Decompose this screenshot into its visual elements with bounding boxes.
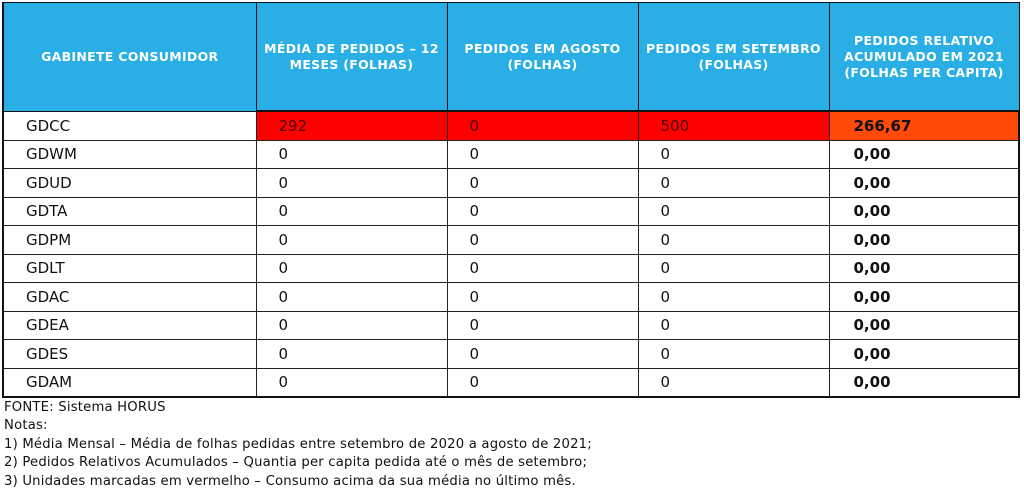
media-cell: 0 — [255, 282, 448, 312]
agosto-cell: 0 — [446, 168, 639, 198]
header-pedidos-agosto: PEDIDOS EM AGOSTO (FOLHAS) — [446, 2, 639, 112]
agosto-cell: 0 — [446, 339, 639, 369]
gabinete-cell: GDTA — [2, 196, 257, 226]
agosto-cell: 0 — [446, 253, 639, 283]
note-item-1: 1) Média Mensal – Média de folhas pedida… — [4, 436, 592, 452]
gabinete-cell: GDLT — [2, 253, 257, 283]
table-row: GDTA 0 0 0 0,00 — [2, 196, 1020, 226]
header-pedidos-setembro: PEDIDOS EM SETEMBRO (FOLHAS) — [637, 2, 830, 112]
gabinete-cell: GDES — [2, 339, 257, 369]
media-cell: 292 — [255, 110, 448, 141]
agosto-cell: 0 — [446, 139, 639, 169]
media-cell: 0 — [255, 310, 448, 340]
source-note: FONTE: Sistema HORUS — [4, 400, 166, 415]
gabinete-cell: GDEA — [2, 310, 257, 340]
table-row: GDUD 0 0 0 0,00 — [2, 168, 1020, 198]
table-row: GDEA 0 0 0 0,00 — [2, 310, 1020, 340]
notes-title: Notas: — [4, 418, 48, 434]
setembro-cell: 0 — [637, 282, 830, 312]
agosto-cell: 0 — [446, 110, 639, 141]
table-row: GDAC 0 0 0 0,00 — [2, 282, 1020, 312]
relativo-cell: 0,00 — [828, 168, 1020, 198]
table-header-row: GABINETE CONSUMIDOR MÉDIA DE PEDIDOS – 1… — [2, 2, 1020, 112]
gabinete-cell: GDAC — [2, 282, 257, 312]
setembro-cell: 500 — [637, 110, 830, 141]
setembro-cell: 0 — [637, 225, 830, 255]
media-cell: 0 — [255, 253, 448, 283]
header-gabinete-consumidor: GABINETE CONSUMIDOR — [2, 2, 257, 112]
gabinete-cell: GDUD — [2, 168, 257, 198]
relativo-cell: 0,00 — [828, 310, 1020, 340]
setembro-cell: 0 — [637, 168, 830, 198]
agosto-cell: 0 — [446, 225, 639, 255]
relativo-cell: 0,00 — [828, 225, 1020, 255]
relativo-cell: 0,00 — [828, 253, 1020, 283]
setembro-cell: 0 — [637, 339, 830, 369]
relativo-cell: 0,00 — [828, 282, 1020, 312]
notes-section: FONTE: Sistema HORUS Notas: 1) Média Men… — [4, 399, 592, 491]
table-row: GDWM 0 0 0 0,00 — [2, 139, 1020, 169]
gabinete-cell: GDAM — [2, 367, 257, 398]
note-item-3: 3) Unidades marcadas em vermelho – Consu… — [4, 473, 576, 489]
relativo-cell: 0,00 — [828, 139, 1020, 169]
table-row: GDLT 0 0 0 0,00 — [2, 253, 1020, 283]
setembro-cell: 0 — [637, 139, 830, 169]
relativo-cell: 266,67 — [828, 110, 1020, 141]
relativo-cell: 0,00 — [828, 339, 1020, 369]
relativo-cell: 0,00 — [828, 367, 1020, 398]
setembro-cell: 0 — [637, 367, 830, 398]
agosto-cell: 0 — [446, 367, 639, 398]
table-row: GDCC 292 0 500 266,67 — [2, 110, 1020, 141]
table-body: GDCC 292 0 500 266,67 GDWM 0 0 0 0,00 GDUD 0 0 0 0,00 G… — [2, 110, 1020, 398]
setembro-cell: 0 — [637, 253, 830, 283]
agosto-cell: 0 — [446, 282, 639, 312]
consumption-table-container: GABINETE CONSUMIDOR MÉDIA DE PEDIDOS – 1… — [2, 2, 1020, 398]
gabinete-cell: GDPM — [2, 225, 257, 255]
media-cell: 0 — [255, 225, 448, 255]
note-item-2: 2) Pedidos Relativos Acumulados – Quanti… — [4, 455, 588, 471]
header-pedidos-relativo: PEDIDOS RELATIVO ACUMULADO EM 2021 (FOLH… — [828, 2, 1020, 112]
media-cell: 0 — [255, 168, 448, 198]
gabinete-cell: GDCC — [2, 110, 257, 141]
relativo-cell: 0,00 — [828, 196, 1020, 226]
media-cell: 0 — [255, 139, 448, 169]
table-row: GDPM 0 0 0 0,00 — [2, 225, 1020, 255]
consumption-table: GABINETE CONSUMIDOR MÉDIA DE PEDIDOS – 1… — [2, 2, 1020, 398]
gabinete-cell: GDWM — [2, 139, 257, 169]
agosto-cell: 0 — [446, 310, 639, 340]
media-cell: 0 — [255, 339, 448, 369]
setembro-cell: 0 — [637, 196, 830, 226]
setembro-cell: 0 — [637, 310, 830, 340]
header-media-pedidos: MÉDIA DE PEDIDOS – 12 MESES (FOLHAS) — [255, 2, 448, 112]
media-cell: 0 — [255, 367, 448, 398]
media-cell: 0 — [255, 196, 448, 226]
table-row: GDAM 0 0 0 0,00 — [2, 367, 1020, 398]
agosto-cell: 0 — [446, 196, 639, 226]
table-row: GDES 0 0 0 0,00 — [2, 339, 1020, 369]
